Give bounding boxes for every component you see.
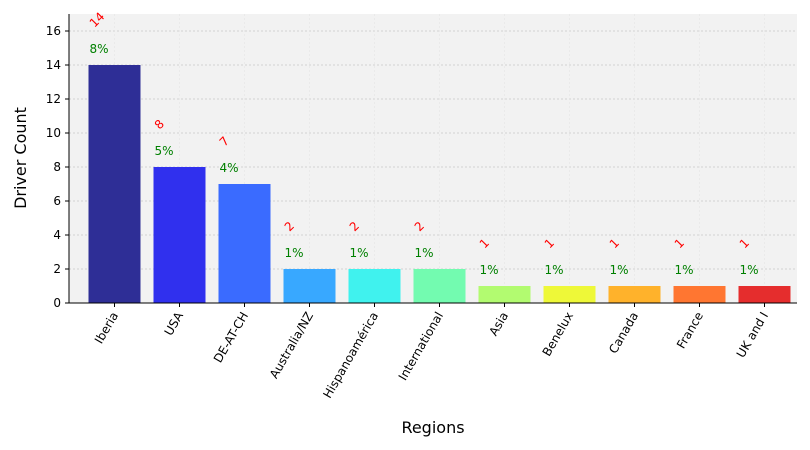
percent-label: 1% <box>740 263 759 277</box>
x-tick-label: DE-AT-CH <box>211 310 251 366</box>
bar <box>283 269 336 303</box>
percent-label: 1% <box>415 246 434 260</box>
y-tick-label: 16 <box>46 24 61 38</box>
x-tick-label: France <box>674 310 706 352</box>
percent-label: 4% <box>220 161 239 175</box>
x-tick-label: Australia/NZ <box>267 310 316 381</box>
x-tick-label: USA <box>162 309 187 338</box>
x-tick-label: UK and I <box>734 310 771 361</box>
percent-label: 1% <box>675 263 694 277</box>
y-tick-label: 2 <box>53 262 61 276</box>
percent-label: 5% <box>155 144 174 158</box>
y-tick-label: 8 <box>53 160 61 174</box>
percent-label: 1% <box>610 263 629 277</box>
percent-label: 8% <box>90 42 109 56</box>
bar <box>738 286 791 303</box>
bar <box>543 286 596 303</box>
percent-label: 1% <box>545 263 564 277</box>
bar <box>478 286 531 303</box>
y-tick-label: 0 <box>53 296 61 310</box>
y-axis-title: Driver Count <box>11 107 30 209</box>
x-tick-label: Iberia <box>92 310 121 347</box>
percent-label: 1% <box>350 246 369 260</box>
percent-label: 1% <box>480 263 499 277</box>
x-tick-label: International <box>396 310 446 383</box>
y-tick-label: 14 <box>46 58 61 72</box>
percent-label: 1% <box>285 246 304 260</box>
x-tick-label: Hispanoamérica <box>320 310 381 401</box>
bar <box>218 184 271 303</box>
y-tick-label: 10 <box>46 126 61 140</box>
y-tick-label: 6 <box>53 194 61 208</box>
bar <box>608 286 661 303</box>
bar <box>153 167 206 303</box>
y-axis-ticks: 0 2 4 6 8 10 12 14 16 <box>46 24 69 310</box>
x-tick-label: Asia <box>486 310 511 339</box>
bar <box>348 269 401 303</box>
x-axis-ticks: Iberia USA DE-AT-CH Australia/NZ Hispanoamér… <box>92 303 771 401</box>
x-axis-title: Regions <box>401 418 464 437</box>
x-tick-label: Canada <box>606 310 641 357</box>
y-tick-label: 12 <box>46 92 61 106</box>
bar <box>88 65 141 303</box>
bar <box>413 269 466 303</box>
y-tick-label: 4 <box>53 228 61 242</box>
bars <box>88 65 791 303</box>
bar <box>673 286 726 303</box>
x-tick-label: Benelux <box>540 310 576 359</box>
